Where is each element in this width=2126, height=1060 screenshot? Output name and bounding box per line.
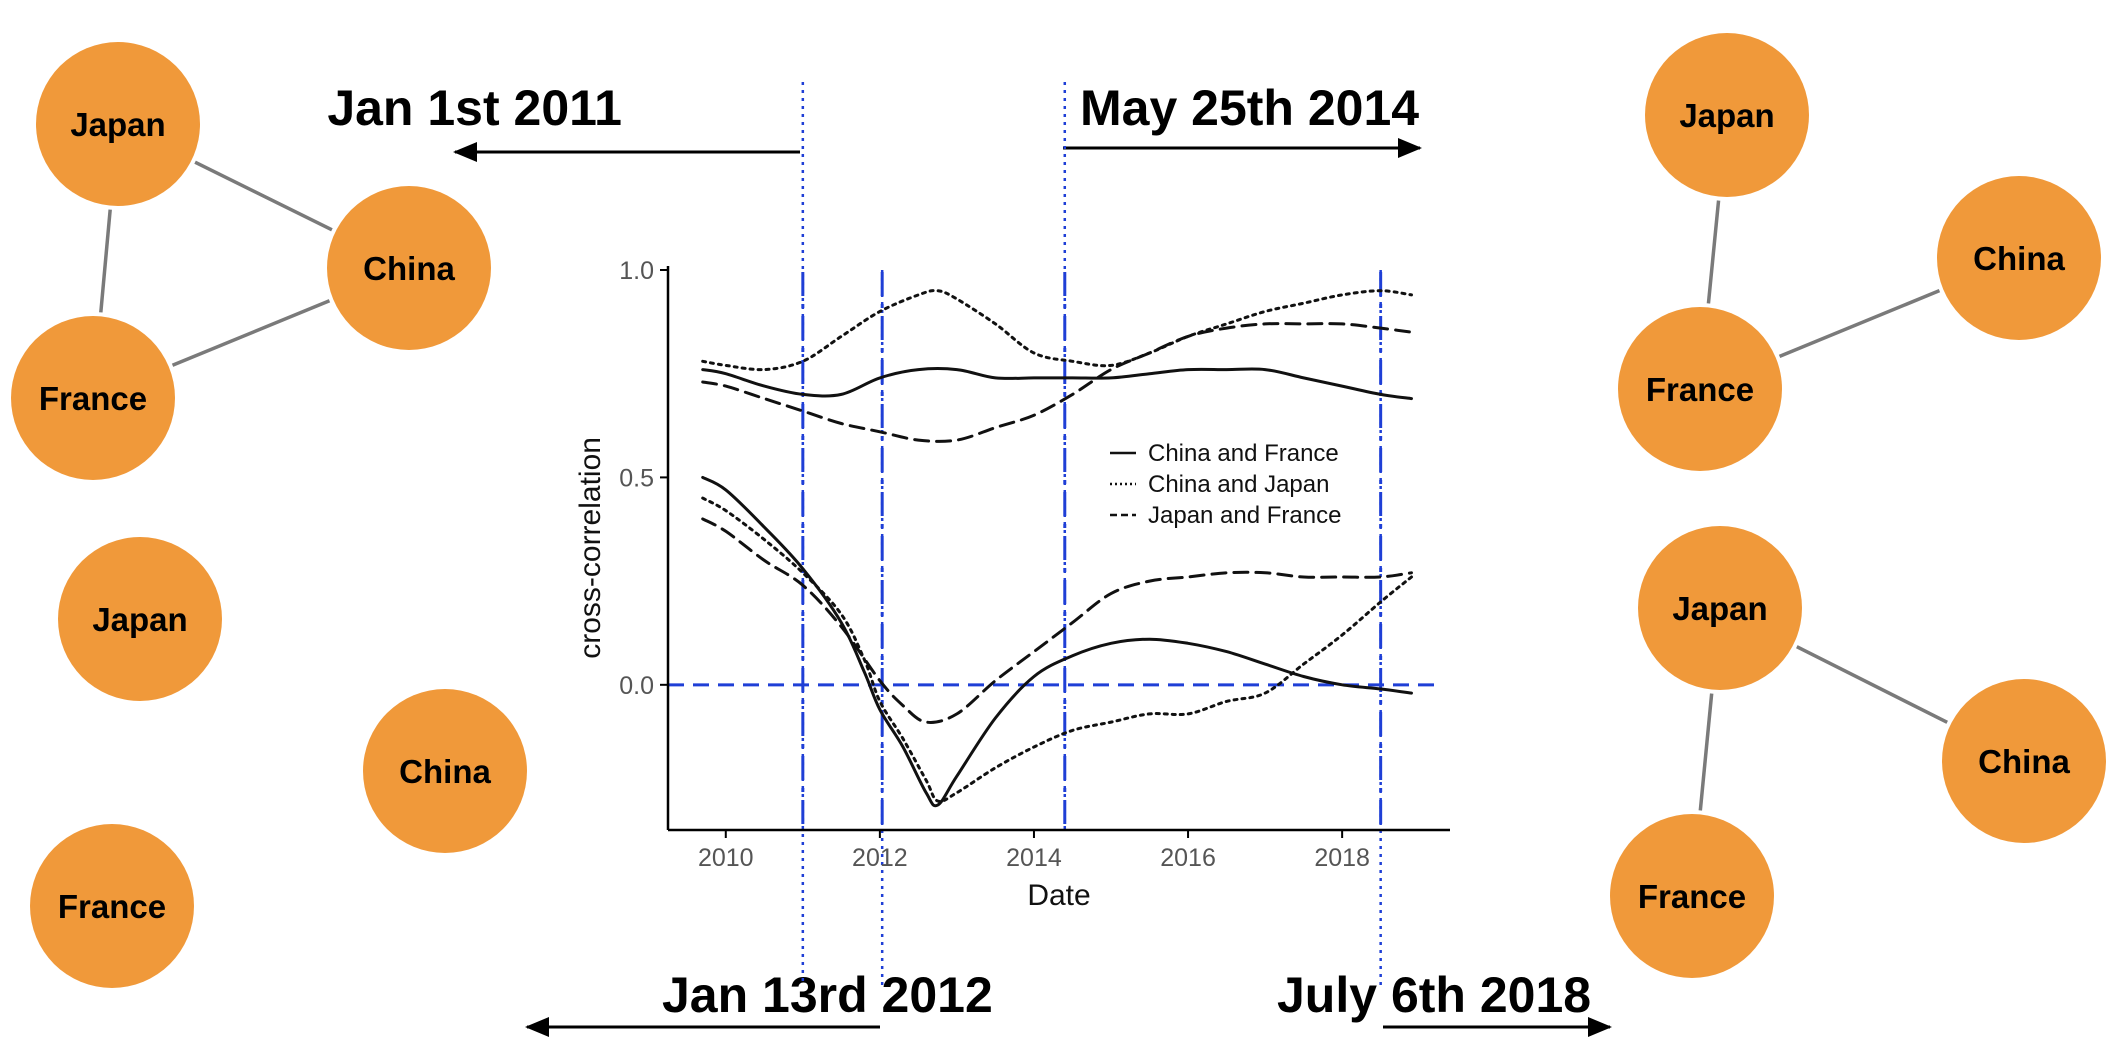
date-annotations: Jan 1st 2011 May 25th 2014 Jan 13rd 2012 Ju… (327, 80, 1612, 1037)
node-label: Japan (92, 601, 187, 638)
edge-japan-france (99, 209, 112, 313)
node-label: China (363, 250, 455, 287)
node-france (1618, 307, 1782, 471)
series-line-solid-lower (701, 475, 1413, 808)
node-label: France (1646, 371, 1754, 408)
node-china (1942, 679, 2106, 843)
y-axis-title: cross-correlation (574, 437, 607, 659)
x-axis-title: Date (1027, 879, 1090, 912)
edge-france-china (1778, 289, 1941, 358)
date-label-d2014: May 25th 2014 (1080, 80, 1419, 136)
node-france (30, 824, 194, 988)
y-tick-label: 0.5 (619, 464, 654, 492)
date-label-d2012: Jan 13rd 2012 (662, 967, 993, 1023)
series-line-dotted-upper (701, 289, 1413, 372)
series-line-dotted-lower (701, 496, 1413, 803)
edge-japan-china (194, 160, 333, 232)
edge-france-china (171, 299, 331, 367)
legend-label: China and Japan (1148, 471, 1329, 498)
network-graphs: Japan China France Japan China France Japan Chi… (11, 33, 2106, 988)
node-china (363, 689, 527, 853)
x-tick-label: 2012 (852, 844, 908, 872)
network-net-2012: Japan China France (30, 537, 527, 988)
series-line-dashed-lower (701, 517, 1413, 724)
reference-vertical-lines (801, 82, 1383, 985)
x-tick-label: 2016 (1160, 844, 1216, 872)
chart-legend: China and France China and Japan Japan and… (1110, 440, 1341, 529)
network-net-2018: Japan China France (1610, 526, 2106, 978)
node-label: France (1638, 878, 1746, 915)
y-tick-label: 1.0 (619, 257, 654, 285)
node-label: Japan (1679, 97, 1774, 134)
x-ticks: 2010 2012 2014 2016 2018 (698, 830, 1370, 872)
node-label: Japan (70, 106, 165, 143)
node-label: China (399, 753, 491, 790)
node-label: France (39, 380, 147, 417)
node-japan (1638, 526, 1802, 690)
network-net-2014: Japan China France (1618, 33, 2101, 471)
legend-label: Japan and France (1148, 502, 1341, 529)
x-tick-label: 2014 (1006, 844, 1062, 872)
node-france (11, 316, 175, 480)
edge-japan-france (1698, 693, 1714, 811)
cross-correlation-chart: 2010 2012 2014 2016 2018 0.0 0.5 1.0 Date cros… (574, 82, 1450, 985)
node-label: Japan (1672, 590, 1767, 627)
series-line-dashed-upper (701, 322, 1413, 443)
series-line-solid-upper (701, 367, 1413, 401)
network-net-2011: Japan China France (11, 42, 491, 480)
date-label-d2018: July 6th 2018 (1277, 967, 1591, 1023)
y-ticks: 0.0 0.5 1.0 (619, 257, 668, 700)
node-label: China (1978, 743, 2070, 780)
node-japan (58, 537, 222, 701)
y-tick-label: 0.0 (619, 672, 654, 700)
x-tick-label: 2010 (698, 844, 754, 872)
node-label: France (58, 888, 166, 925)
edge-japan-france (1706, 200, 1721, 304)
x-tick-label: 2018 (1314, 844, 1370, 872)
node-label: China (1973, 240, 2065, 277)
date-label-d2011: Jan 1st 2011 (327, 80, 622, 136)
node-france (1610, 814, 1774, 978)
node-japan (36, 42, 200, 206)
series-lines (701, 289, 1413, 808)
edge-japan-china (1796, 645, 1948, 724)
node-china (1937, 176, 2101, 340)
node-japan (1645, 33, 1809, 197)
node-china (327, 186, 491, 350)
legend-label: China and France (1148, 440, 1339, 467)
